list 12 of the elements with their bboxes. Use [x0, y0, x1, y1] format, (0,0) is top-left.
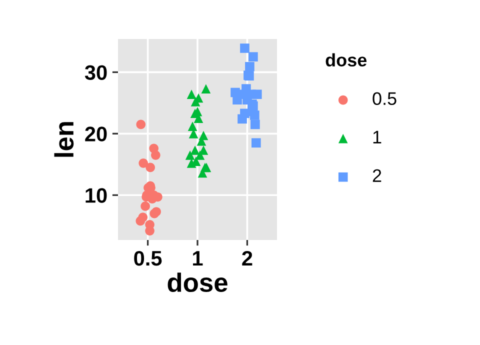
x-tick-label: 0.5 [134, 250, 162, 266]
legend-label: 1 [373, 130, 382, 144]
x-tick-label: 2 [242, 250, 252, 266]
y-tick-label: 20 [85, 126, 107, 142]
y-axis-title: len [54, 122, 74, 157]
x-tick-label: 1 [193, 251, 203, 266]
legend-label: 0.5 [372, 92, 396, 105]
x-axis-title: dose [168, 272, 228, 292]
legend-title: dose [326, 53, 367, 66]
y-tick-label: 10 [86, 188, 107, 203]
y-tick-label: 30 [84, 65, 107, 80]
legend-label: 2 [372, 169, 382, 182]
